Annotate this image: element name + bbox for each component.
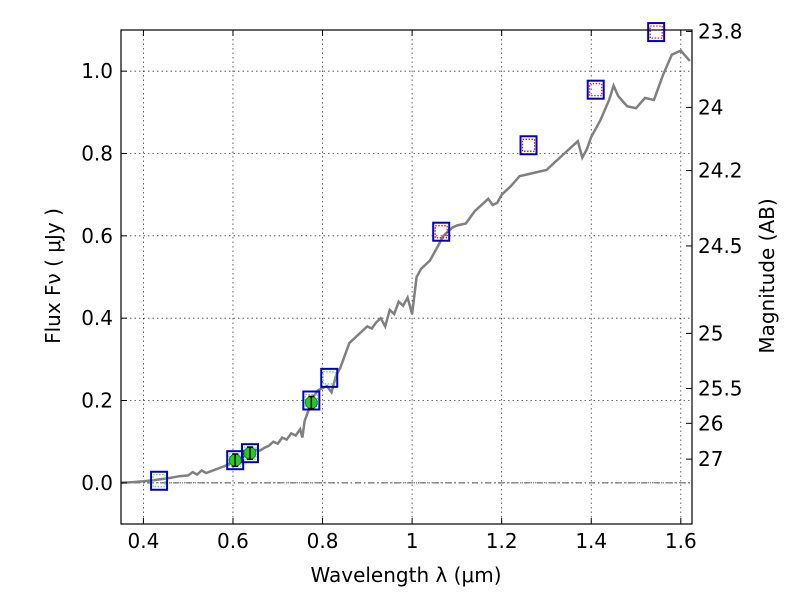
- upper-limit-box: [647, 22, 666, 43]
- y2-tick-label: 27: [698, 447, 723, 471]
- upper-limit-box: [432, 221, 451, 242]
- upper-limit-box: [586, 79, 605, 100]
- right-axis-label: Magnitude (AB): [755, 198, 779, 353]
- plot-frame: [120, 29, 693, 525]
- x-tick-label: 1.4: [575, 529, 607, 553]
- x-tick-label: 1.2: [486, 529, 518, 553]
- y-tick-label: 0.6: [81, 224, 113, 248]
- model-box: [150, 470, 169, 491]
- upper-limit-box-inner: [589, 83, 603, 97]
- x-tick-label: 0.6: [217, 529, 249, 553]
- model-box-inner: [322, 371, 336, 385]
- spectrum-line: [120, 49, 691, 485]
- y2-tick-label: 23.8: [698, 19, 743, 43]
- y2-tick-label: 26: [698, 411, 723, 435]
- model-box: [240, 443, 259, 464]
- x-tick-label: 1: [406, 529, 419, 553]
- y2-tick-label: 24.5: [698, 234, 743, 258]
- y-tick-label: 1.0: [81, 59, 113, 83]
- y-tick-label: 0.4: [81, 306, 113, 330]
- upper-limit-box: [519, 135, 538, 156]
- x-axis-label: Wavelength λ (μm): [310, 563, 501, 587]
- y-tick-label: 0.0: [81, 471, 113, 495]
- y-axis-label: Flux Fν ( μJy ): [41, 208, 65, 344]
- x-tick-label: 0.4: [127, 529, 159, 553]
- model-boxes: [150, 22, 666, 491]
- axis-ticks: 0.4 0.6 0.8 1 1.2 1.4 1.6 0.0 0.2 0.4 0.6 0.8 1.0 23.…: [81, 19, 742, 553]
- upper-limit-box-inner: [521, 138, 536, 152]
- model-box-inner: [152, 474, 166, 488]
- x-tick-label: 0.8: [307, 529, 339, 553]
- model-box: [302, 390, 321, 411]
- upper-limit-box-inner: [649, 25, 663, 39]
- y2-tick-label: 24: [698, 95, 723, 119]
- observed-points: [228, 395, 318, 468]
- y-tick-label: 0.2: [81, 389, 113, 413]
- y2-tick-label: 24.2: [698, 159, 743, 183]
- x-tick-label: 1.6: [665, 529, 697, 553]
- y2-tick-label: 25: [698, 321, 723, 345]
- model-box: [226, 450, 245, 471]
- y-tick-label: 0.8: [81, 142, 113, 166]
- upper-limit-box-inner: [434, 225, 448, 239]
- y2-tick-label: 25.5: [698, 377, 743, 401]
- model-box: [320, 367, 339, 388]
